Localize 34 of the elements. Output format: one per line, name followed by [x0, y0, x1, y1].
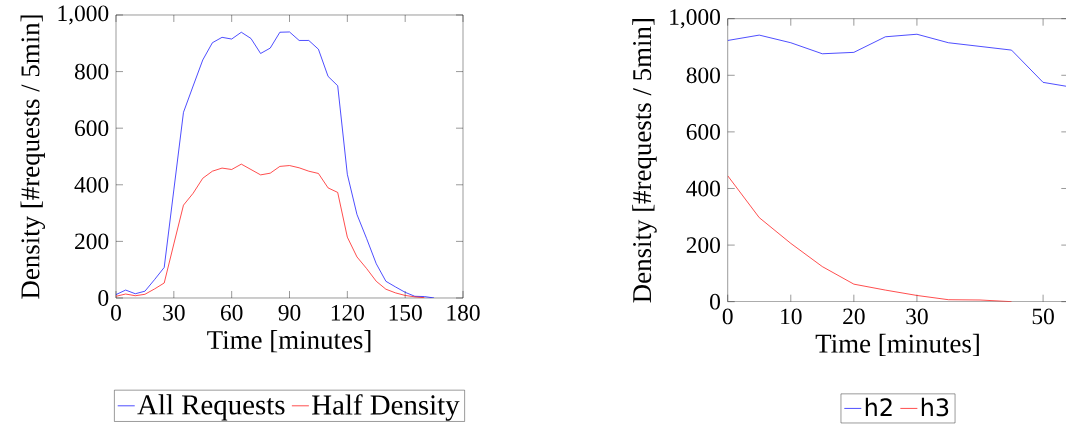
x-tick-label: 30	[906, 308, 928, 325]
y-tick-label: 200	[686, 237, 720, 253]
legend-label: Half Density	[312, 394, 460, 421]
x-tick-label: 50	[1032, 308, 1054, 325]
legend-label: h3	[921, 397, 949, 417]
x-tick-label: 10	[781, 308, 802, 325]
y-tick-label: 400	[686, 180, 720, 197]
y-tick-label: 200	[75, 233, 109, 250]
x-tick-label: 120	[331, 304, 365, 321]
x-tick-label: 0	[111, 304, 121, 321]
y-tick-label: 400	[74, 176, 109, 193]
legend-label: h2	[865, 397, 892, 417]
x-tick-label: 0	[722, 308, 733, 325]
y-tick-label: 600	[75, 120, 109, 137]
legend-label: All Requests	[137, 394, 285, 421]
y-tick-label: 800	[686, 67, 720, 84]
x-tick-label: 90	[278, 304, 301, 321]
line-series	[116, 31, 435, 298]
y-tick-label: 0	[98, 290, 109, 306]
x-tick-label: 180	[447, 304, 480, 321]
x-tick-label: 60	[220, 304, 243, 321]
x-axis-title: Time [minutes]	[815, 333, 979, 357]
y-tick-label: 800	[74, 63, 109, 80]
y-axis-title: Density [#requests / 5min]	[632, 19, 657, 303]
x-tick-label: 30	[163, 304, 185, 321]
y-tick-label: 600	[686, 123, 720, 140]
x-tick-label: 150	[389, 304, 422, 321]
x-tick-label: 20	[843, 308, 865, 325]
y-tick-label: 0	[710, 293, 720, 310]
y-axis-title: Density [#requests / 5min]	[20, 15, 46, 299]
line-series	[116, 163, 425, 298]
y-tick-label: 1,000	[670, 9, 720, 29]
y-tick-label: 1,000	[58, 5, 109, 25]
x-axis-title: Time [minutes]	[207, 330, 371, 353]
